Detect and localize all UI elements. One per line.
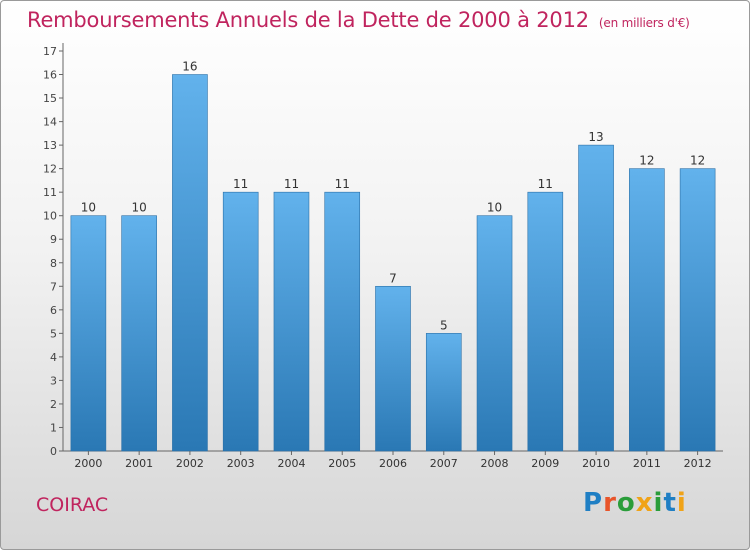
bar (172, 74, 208, 452)
bar-value-label: 7 (389, 271, 397, 285)
y-tick-label: 6 (50, 304, 57, 317)
y-tick-label: 11 (43, 186, 57, 199)
bar-value-label: 12 (690, 154, 705, 168)
y-tick-label: 2 (50, 398, 57, 411)
y-tick-label: 14 (43, 116, 57, 129)
y-tick-label: 5 (50, 327, 57, 340)
proxiti-logo: Proxiti (583, 488, 687, 518)
bar (121, 215, 157, 452)
x-tick-label: 2003 (227, 457, 255, 470)
bar (679, 168, 716, 452)
y-tick-label: 7 (50, 280, 57, 293)
y-tick-label: 12 (43, 163, 57, 176)
city-name: COIRAC (36, 494, 109, 516)
y-tick-label: 15 (43, 92, 57, 105)
y-tick-label: 9 (50, 233, 57, 246)
bar-value-label: 11 (233, 177, 248, 191)
y-tick-label: 3 (50, 374, 57, 387)
logo-letter: i (653, 488, 664, 518)
bar-value-label: 5 (440, 318, 448, 332)
bar (375, 285, 411, 452)
y-tick-label: 10 (43, 210, 57, 223)
y-tick-label: 1 (50, 421, 57, 434)
logo-letter: P (583, 488, 604, 518)
bar-value-label: 10 (132, 201, 147, 215)
bar-value-label: 10 (487, 201, 502, 215)
logo-letter: i (676, 488, 687, 518)
bar-value-label: 13 (588, 130, 603, 144)
bar (527, 191, 564, 452)
y-tick-label: 8 (50, 257, 57, 270)
x-tick-label: 2002 (176, 457, 204, 470)
y-tick-label: 16 (43, 69, 57, 82)
logo-letter: r (603, 488, 617, 518)
bar (476, 215, 513, 452)
logo-letter: x (635, 488, 654, 518)
bar (222, 191, 259, 452)
bar-value-label: 11 (284, 177, 299, 191)
logo-letter: t (663, 488, 677, 518)
y-tick-label: 4 (50, 351, 57, 364)
x-tick-label: 2011 (633, 457, 661, 470)
bar-value-label: 12 (639, 154, 654, 168)
x-tick-label: 2005 (328, 457, 356, 470)
x-tick-label: 2007 (430, 457, 458, 470)
x-tick-label: 2009 (531, 457, 559, 470)
bar (578, 144, 614, 452)
chart-subtitle: (en milliers d'€) (598, 16, 690, 30)
title-text: Remboursements Annuels de la Dette de 20… (27, 8, 589, 32)
bar-value-label: 10 (81, 201, 96, 215)
x-tick-label: 2004 (277, 457, 305, 470)
y-tick-label: 17 (43, 45, 57, 58)
x-tick-label: 2001 (125, 457, 153, 470)
x-tick-label: 2006 (379, 457, 407, 470)
bar (273, 191, 310, 452)
bar (70, 215, 107, 452)
x-tick-label: 2010 (582, 457, 610, 470)
bar (629, 168, 665, 452)
bar-value-label: 16 (182, 60, 197, 74)
chart-title: Remboursements Annuels de la Dette de 20… (27, 8, 690, 32)
x-tick-label: 2008 (481, 457, 509, 470)
bar (425, 333, 462, 452)
bar-value-label: 11 (335, 177, 350, 191)
bar-value-label: 11 (538, 177, 553, 191)
x-tick-label: 2000 (74, 457, 102, 470)
logo-letter: o (616, 488, 636, 518)
x-tick-label: 2012 (684, 457, 712, 470)
y-tick-label: 13 (43, 139, 57, 152)
bar (324, 191, 361, 452)
y-tick-label: 0 (50, 445, 57, 458)
